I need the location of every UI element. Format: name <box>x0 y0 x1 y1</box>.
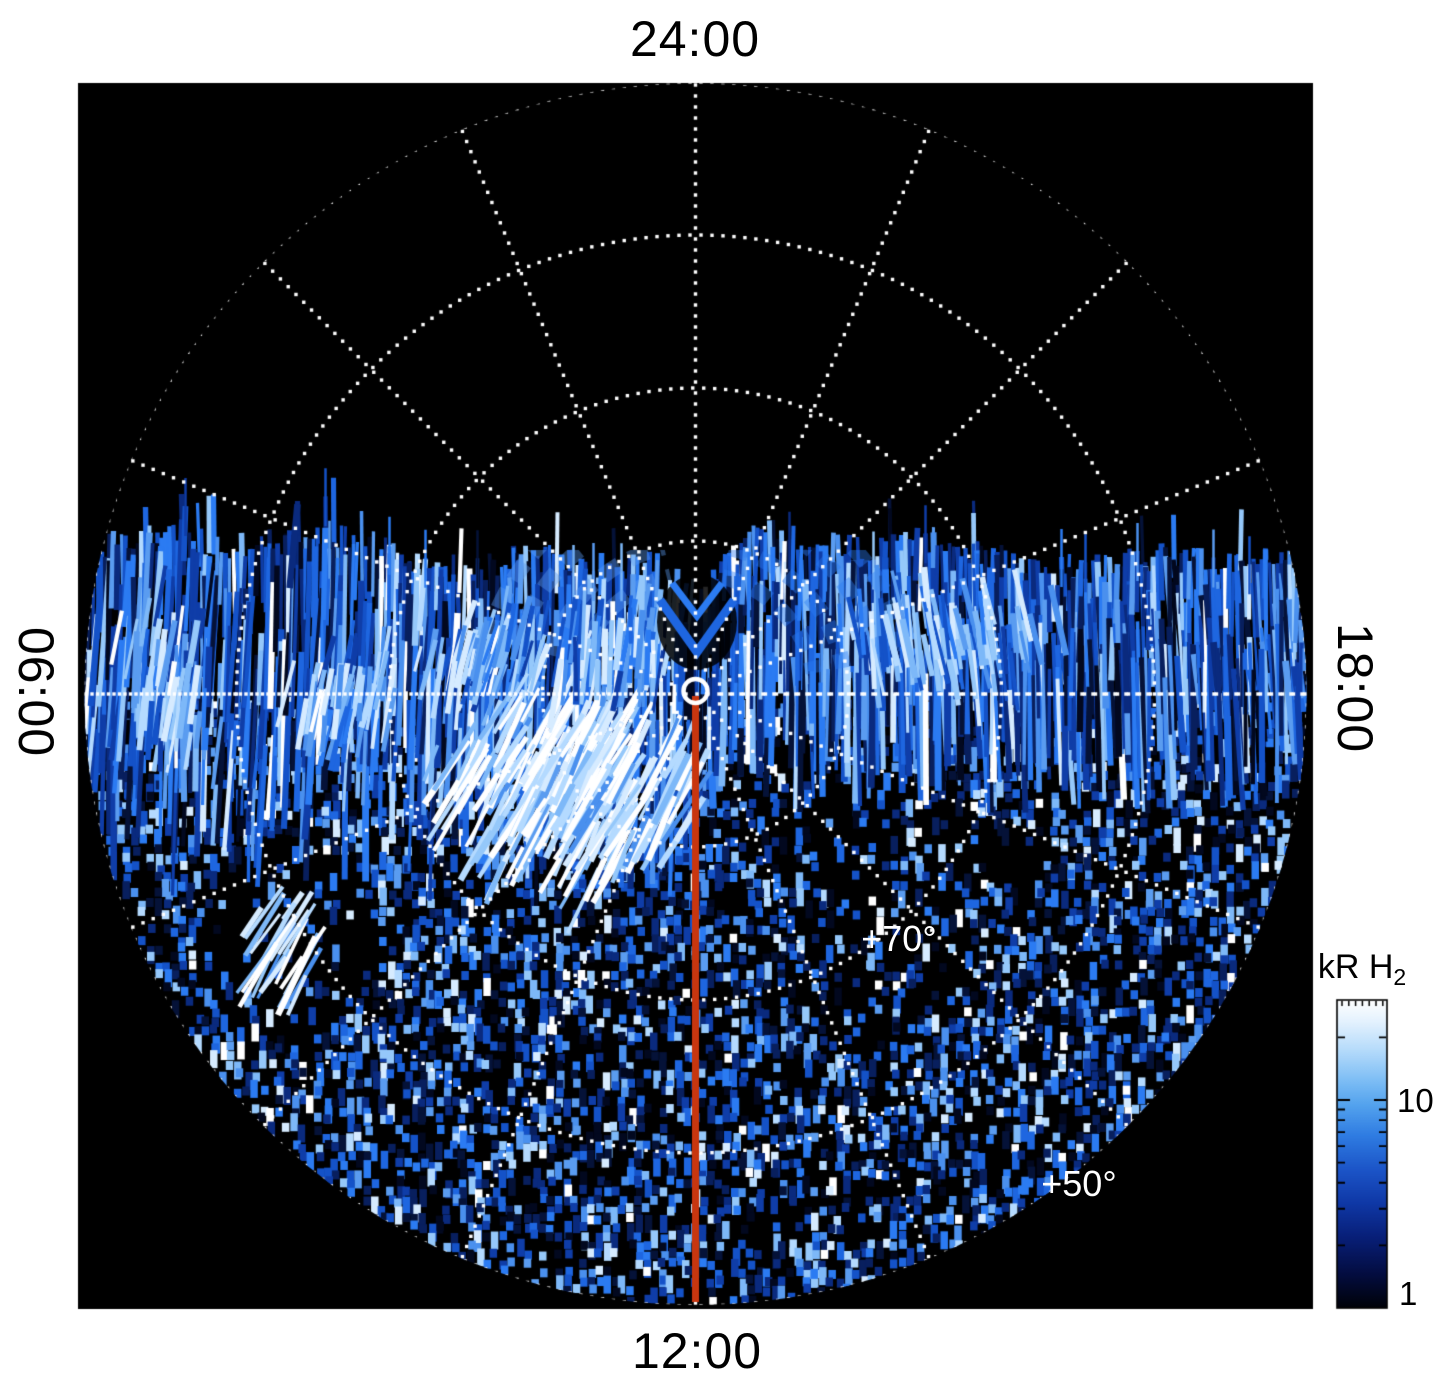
colorbar-title-subscript: 2 <box>1393 964 1407 990</box>
mlt-label-2400: 24:00 <box>629 11 761 67</box>
colorbar-title-main: kR H <box>1317 948 1394 986</box>
mlt-label-1200: 12:00 <box>631 1323 763 1379</box>
colorbar-tick-1: 1 <box>1399 1275 1418 1312</box>
colorbar-tick-10: 10 <box>1397 1082 1434 1119</box>
colorbar-title: kR H2 <box>1318 948 1406 991</box>
latitude-label-50: +50° <box>1041 1163 1117 1204</box>
mlt-label-1800: 18:00 <box>1327 622 1383 754</box>
mlt-label-0600: 06:00 <box>8 626 64 758</box>
latitude-label-70: +70° <box>861 918 937 959</box>
